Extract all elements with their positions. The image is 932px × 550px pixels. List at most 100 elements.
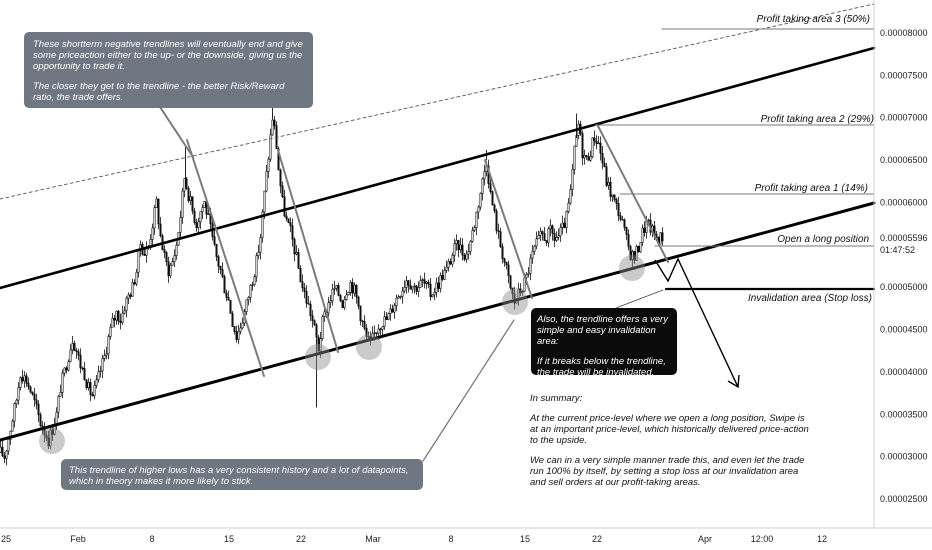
candle-body	[47, 437, 50, 447]
candle-body	[173, 255, 176, 262]
candle-body	[435, 282, 438, 293]
candle-body	[11, 420, 14, 432]
candle-body	[35, 399, 38, 405]
candle-body	[615, 199, 618, 204]
drawing-layer	[0, 3, 876, 462]
candle-body	[557, 235, 560, 238]
candle-body	[187, 187, 190, 202]
candle-body	[113, 317, 116, 321]
candle-body	[17, 387, 20, 401]
candle-body	[337, 285, 340, 296]
candle-body	[567, 202, 570, 212]
candle-body	[461, 244, 464, 256]
touch-point-circle	[619, 255, 645, 281]
projection-arrowhead	[727, 374, 740, 389]
candle-body	[611, 194, 614, 197]
candle-body	[367, 336, 370, 338]
candle-body	[233, 326, 236, 333]
candle-body	[93, 385, 96, 397]
time-axis-tick-label: Apr	[698, 534, 712, 544]
candle-body	[73, 342, 76, 351]
time-axis[interactable]: 25 Feb 8 15 22 Mar 8 15 22 Apr 12:00 12	[0, 527, 932, 544]
candle-body	[307, 302, 310, 305]
candle-body	[519, 288, 522, 294]
candle-body	[493, 204, 496, 212]
candle-body	[457, 240, 460, 251]
candle-body	[531, 251, 534, 259]
candle-body	[267, 158, 270, 172]
candle-body	[385, 316, 388, 320]
candle-body	[51, 429, 54, 435]
candle-body	[375, 332, 378, 334]
candle-body	[625, 227, 628, 235]
time-axis-tick-label: 22	[296, 534, 306, 544]
candle-body	[95, 379, 98, 386]
candle-body	[225, 292, 228, 298]
candle-body	[405, 280, 408, 288]
candle-body	[477, 206, 480, 213]
candle-body	[387, 313, 390, 320]
candle-body	[143, 253, 146, 256]
candle-body	[305, 291, 308, 304]
candle-body	[253, 276, 256, 286]
price-axis[interactable]: 0.00008000 0.00007500 0.00007000 0.00006500…	[873, 0, 932, 528]
candle-body	[121, 312, 124, 323]
candle-body	[465, 253, 468, 260]
candle-body	[329, 300, 332, 304]
candle-body	[587, 156, 590, 161]
candle-body	[191, 196, 194, 212]
candle-body	[327, 302, 330, 314]
candle-body	[37, 403, 40, 416]
candle-body	[105, 353, 108, 356]
candle-body	[463, 254, 466, 260]
candle-body	[617, 203, 620, 217]
candle-body	[31, 391, 34, 395]
candle-body	[639, 242, 642, 253]
candle-body	[551, 225, 554, 234]
note-top-paragraph-1: These shortterm negative trendlines will…	[33, 39, 303, 72]
candle-body	[603, 162, 606, 167]
candle-body	[289, 222, 292, 227]
candle-body	[163, 249, 166, 253]
candle-body	[291, 225, 294, 240]
candle-body	[563, 222, 566, 229]
price-axis-tick-label: 0.00002500	[880, 494, 928, 504]
candle-body	[545, 240, 548, 243]
time-axis-tick-label: 15	[224, 534, 234, 544]
candle-body	[495, 210, 498, 231]
candle-body	[345, 294, 348, 300]
candle-body	[85, 379, 88, 389]
candle-body	[29, 386, 32, 393]
candle-body	[591, 137, 594, 157]
candle-body	[389, 308, 392, 314]
channel-lower-trendline	[0, 201, 876, 442]
candle-body	[527, 273, 530, 275]
candle-body	[549, 225, 552, 230]
candle-body	[419, 280, 422, 288]
level-label-pt2: Profit taking area 2 (29%)	[761, 114, 874, 125]
candle-body	[45, 434, 48, 439]
candle-body	[57, 396, 60, 413]
candle-body	[497, 230, 500, 232]
candle-body	[355, 284, 358, 298]
candle-body	[13, 403, 16, 422]
candle-body	[171, 261, 174, 266]
candle-body	[313, 320, 316, 326]
candle-body	[647, 219, 650, 222]
candle-body	[399, 296, 402, 298]
candle-body	[529, 257, 532, 274]
candle-body	[277, 148, 280, 171]
note-invalid-paragraph-2: If it breaks below the trendline, the tr…	[537, 356, 666, 378]
short-trendline-4	[597, 125, 669, 263]
candle-body	[443, 269, 446, 280]
candle-body	[153, 207, 156, 229]
candle-body	[91, 394, 94, 397]
candle-body	[441, 275, 444, 280]
candle-body	[299, 268, 302, 283]
candle-body	[521, 291, 524, 294]
candle-body	[39, 414, 42, 427]
time-axis-tick-label: 8	[149, 534, 154, 544]
candle-body	[635, 245, 638, 261]
note-invalidation-area: Also, the trendline offers a very simple…	[531, 308, 677, 378]
